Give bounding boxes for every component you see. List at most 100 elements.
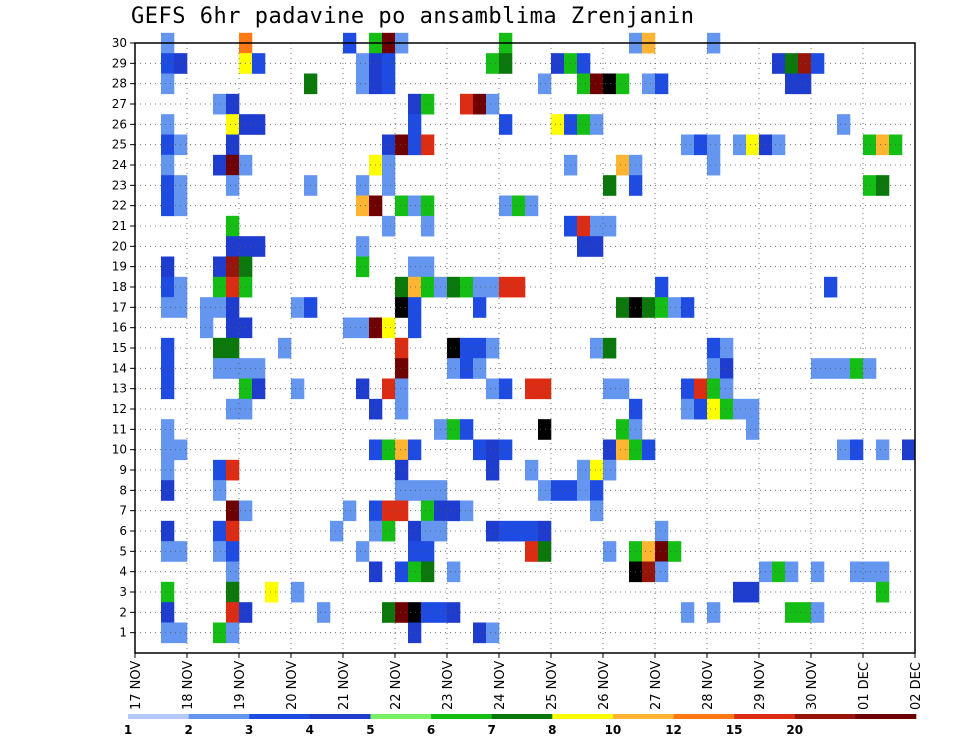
heatmap-cell: [226, 134, 240, 156]
y-tick-label: 8: [119, 483, 127, 497]
heatmap-cell: [382, 215, 396, 237]
heatmap-cell: [356, 73, 370, 95]
heatmap-cell: [252, 114, 266, 135]
colorbar-swatch: [734, 714, 796, 719]
heatmap-cells: [161, 32, 916, 644]
y-tick-label: 13: [112, 382, 127, 396]
y-tick-label: 10: [112, 443, 127, 457]
colorbar-swatch: [431, 714, 492, 719]
heatmap-cell: [863, 358, 877, 379]
heatmap-cell: [395, 297, 409, 318]
chart-title: GEFS 6hr padavine po ansamblima Zrenjani…: [131, 4, 695, 29]
heatmap-cell: [161, 581, 175, 603]
heatmap-cell: [577, 215, 591, 237]
y-tick-label: 11: [112, 422, 127, 436]
heatmap-cell: [226, 541, 240, 562]
heatmap-cell: [603, 378, 617, 400]
x-tick-label: 18 NOV: [181, 661, 196, 710]
heatmap-cell: [226, 561, 240, 583]
heatmap-cell: [395, 561, 409, 583]
heatmap-cell: [330, 520, 344, 542]
heatmap-cell: [408, 276, 422, 298]
x-tick-label: 28 NOV: [701, 661, 716, 710]
heatmap-cell: [538, 73, 552, 95]
heatmap-cell: [447, 276, 461, 298]
y-tick-label: 20: [112, 239, 127, 253]
heatmap-cell: [421, 480, 435, 501]
heatmap-cell: [486, 93, 500, 115]
heatmap-cell: [876, 439, 890, 461]
heatmap-cell: [213, 520, 227, 542]
heatmap-cell: [213, 622, 227, 644]
y-tick-label: 3: [119, 585, 127, 599]
heatmap-cell: [226, 256, 240, 278]
heatmap-cell: [707, 337, 721, 359]
heatmap-cell: [356, 378, 370, 400]
heatmap-cell: [590, 73, 604, 95]
y-tick-label: 28: [112, 77, 127, 91]
heatmap-cell: [603, 215, 617, 237]
heatmap-cell: [356, 541, 370, 562]
heatmap-cell: [343, 500, 357, 522]
heatmap-cell: [603, 439, 617, 461]
x-tick-label: 25 NOV: [545, 661, 560, 710]
heatmap-cell: [655, 520, 669, 542]
heatmap-cell: [707, 398, 721, 420]
heatmap-cell: [486, 459, 500, 481]
y-tick-label: 6: [119, 524, 127, 538]
heatmap-cell: [226, 459, 240, 481]
heatmap-cell: [382, 73, 396, 95]
y-tick-label: 16: [112, 321, 127, 335]
heatmap-cell: [408, 520, 422, 542]
heatmap-cell: [486, 439, 500, 461]
heatmap-cell: [486, 622, 500, 644]
colorbar-swatch: [612, 714, 674, 719]
heatmap-cell: [616, 378, 630, 400]
heatmap-cell: [382, 154, 396, 176]
colorbar: 1 2 3 4 5 6 7 8 10 12 15 20: [124, 714, 917, 737]
heatmap-cell: [343, 317, 357, 339]
heatmap-cell: [421, 500, 435, 522]
heatmap-cell: [213, 154, 227, 176]
heatmap-cell: [382, 317, 396, 339]
heatmap-cell: [408, 134, 422, 156]
colorbar-swatch: [855, 714, 917, 719]
heatmap-cell: [421, 276, 435, 298]
heatmap-cell: [161, 419, 175, 440]
heatmap-cell: [681, 602, 695, 623]
heatmap-cell: [213, 358, 227, 379]
heatmap-cell: [161, 520, 175, 542]
heatmap-cell: [863, 134, 877, 156]
heatmap-cell: [538, 378, 552, 400]
heatmap-cell: [395, 439, 409, 461]
heatmap-cell: [707, 154, 721, 176]
heatmap-cell: [863, 175, 877, 196]
colorbar-swatch: [491, 714, 553, 719]
heatmap-cell: [226, 297, 240, 318]
heatmap-cell: [226, 500, 240, 522]
heatmap-cell: [408, 297, 422, 318]
heatmap-cell: [655, 73, 669, 95]
heatmap-cell: [421, 541, 435, 562]
heatmap-cell: [616, 419, 630, 440]
heatmap-cell: [681, 398, 695, 420]
heatmap-cell: [577, 114, 591, 135]
heatmap-cell: [356, 236, 370, 257]
heatmap-cell: [850, 439, 864, 461]
heatmap-cell: [798, 602, 812, 623]
heatmap-cell: [226, 276, 240, 298]
heatmap-cell: [252, 53, 266, 74]
colorbar-label: 3: [245, 723, 253, 737]
heatmap-cell: [590, 215, 604, 237]
heatmap-cell: [551, 53, 565, 74]
heatmap-cell: [577, 73, 591, 95]
heatmap-cell: [772, 134, 786, 156]
heatmap-cell: [421, 215, 435, 237]
heatmap-cell: [473, 276, 487, 298]
heatmap-cell: [473, 297, 487, 318]
heatmap-cell: [642, 297, 656, 318]
heatmap-cell: [226, 581, 240, 603]
heatmap-cell: [811, 561, 825, 583]
colorbar-label: 15: [726, 723, 743, 737]
x-axis-ticks: 17 NOV 18 NOV 19 NOV 20 NOV 21 NOV 22 NOV 23 N…: [129, 653, 924, 710]
